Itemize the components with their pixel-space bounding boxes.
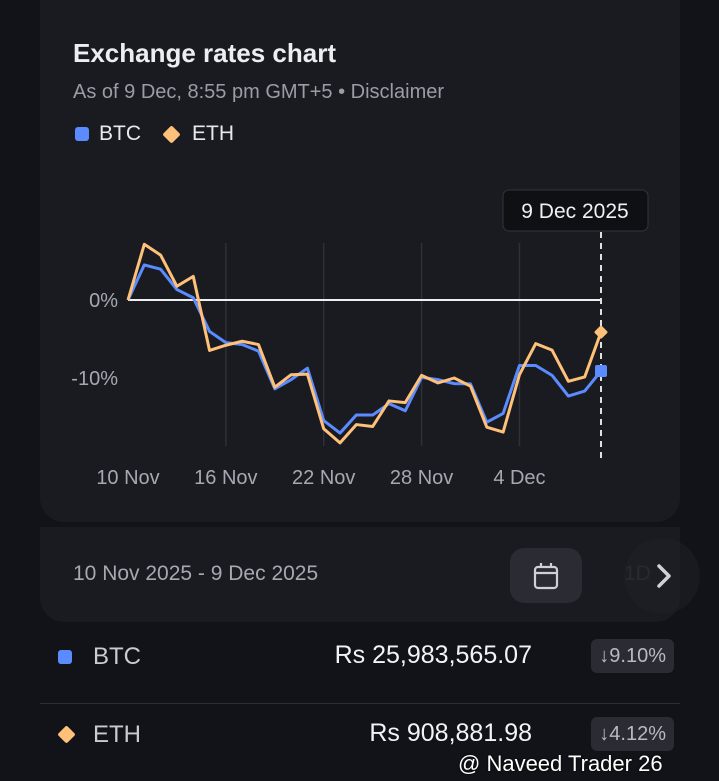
y-tick-label: -10% [71, 368, 118, 390]
watermark: @ Naveed Trader 26 [458, 751, 663, 776]
chart-card [40, 0, 680, 522]
currency-name: ETH [93, 721, 141, 748]
calendar-icon [533, 562, 559, 589]
legend-eth: ETH [192, 122, 234, 145]
change-badge: ↓4.12% [591, 717, 674, 751]
currency-name: BTC [93, 643, 141, 670]
divider [40, 703, 680, 704]
eth-diamond-icon [57, 725, 76, 744]
y-tick-label: 0% [89, 290, 118, 312]
legend-btc: BTC [99, 122, 141, 145]
scroll-right-button[interactable] [624, 538, 700, 614]
legend: BTC ETH [75, 122, 234, 146]
calendar-button[interactable] [510, 548, 582, 603]
x-tick-label: 28 Nov [390, 467, 453, 489]
date-range-label: 10 Nov 2025 - 9 Dec 2025 [73, 562, 319, 585]
series-line-eth [126, 242, 603, 445]
x-tick-label: 22 Nov [292, 467, 355, 489]
btc-square-icon [58, 650, 72, 664]
btc-end-marker [595, 364, 607, 377]
tooltip-date: 9 Dec 2025 [521, 200, 628, 223]
line-chart[interactable]: 10 Nov 16 Nov 22 Nov 28 Nov 4 Dec 0% -10% 9 Dec… [0, 0, 719, 500]
chart-subtitle[interactable]: As of 9 Dec, 8:55 pm GMT+5 • Disclaimer [73, 81, 445, 103]
series-line-btc [126, 263, 603, 435]
chevron-right-icon [657, 564, 671, 588]
table-row-eth[interactable]: ETH Rs 908,881.98 ↓4.12% [40, 703, 680, 781]
chart-title: Exchange rates chart [73, 38, 337, 68]
currency-value: Rs 908,881.98 [369, 719, 532, 747]
table-row-btc[interactable]: BTC Rs 25,983,565.07 ↓9.10% [40, 625, 680, 703]
eth-end-marker [594, 325, 608, 339]
tooltip-box [502, 189, 649, 232]
currency-value: Rs 25,983,565.07 [334, 641, 532, 669]
x-tick-label: 4 Dec [493, 467, 545, 489]
x-tick-label: 16 Nov [194, 467, 257, 489]
btc-square-icon [75, 127, 89, 141]
change-badge: ↓9.10% [591, 639, 674, 673]
x-tick-label: 10 Nov [96, 467, 159, 489]
